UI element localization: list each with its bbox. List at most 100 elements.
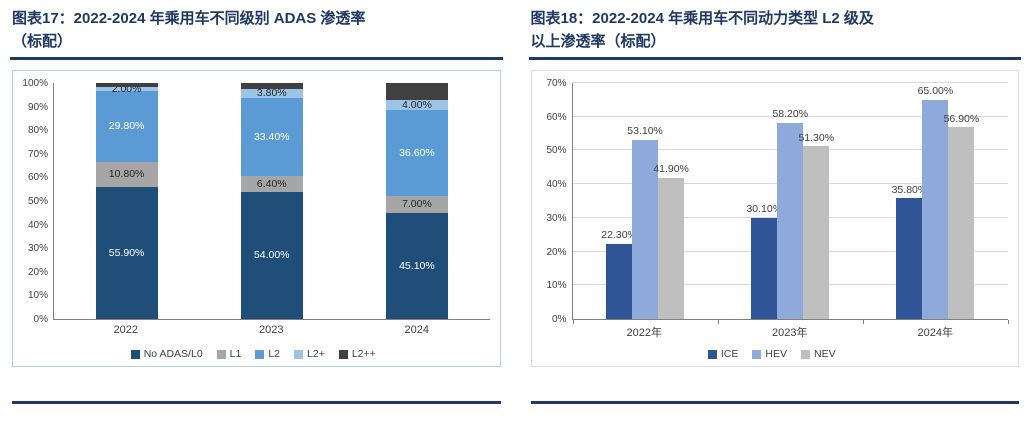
- y-axis-labels: 0% 10% 20% 30% 40% 50% 60% 70%: [536, 78, 572, 325]
- legend-label: NEV: [814, 348, 836, 360]
- gridline: [572, 82, 1008, 83]
- x-tick-label: 2022年: [626, 327, 662, 339]
- data-label: 33.40%: [253, 130, 290, 143]
- legend-item: NEV: [801, 348, 836, 360]
- y-tick-label: 10%: [546, 280, 567, 292]
- chart-legend: ICE HEV NEV: [536, 348, 1009, 360]
- x-axis-labels: 2022 2023 2024: [53, 320, 490, 340]
- figure-18-title: 图表18：2022-2024 年乘用车不同动力类型 L2 级及 以上渗透率（标配…: [528, 8, 1021, 60]
- data-label: 45.10%: [399, 259, 435, 272]
- legend-label: L2: [268, 348, 281, 360]
- y-tick-label: 40%: [27, 219, 48, 231]
- legend-item: L1: [216, 348, 242, 360]
- data-label: 65.00%: [917, 85, 954, 98]
- panel-bottom-rule: [12, 401, 501, 404]
- data-label: 51.30%: [798, 131, 835, 144]
- data-label: 55.90%: [108, 246, 145, 259]
- legend-label: L1: [229, 348, 242, 360]
- data-label: 56.90%: [943, 112, 980, 125]
- bar-segment: [240, 83, 303, 89]
- legend-swatch: [801, 349, 810, 359]
- figure-18-title-line2: 以上渗透率（标配）: [530, 32, 666, 50]
- legend-item: ICE: [707, 348, 739, 360]
- x-tick-label: 2024年: [917, 327, 953, 339]
- y-tick-label: 70%: [546, 78, 567, 89]
- legend-label: ICE: [720, 348, 739, 360]
- bar-segment: [385, 83, 448, 101]
- data-label: 30.10%: [746, 203, 783, 216]
- y-tick-label: 50%: [546, 145, 567, 157]
- x-tick-label: 2022: [113, 324, 138, 336]
- legend-label: L2+: [307, 348, 325, 360]
- y-tick-label: 80%: [27, 125, 48, 137]
- plot-area: 22.30% 53.10% 41.90% 30.10% 58.20% 51.30% 35.8…: [571, 82, 1009, 324]
- x-tick-label: 2023年: [772, 327, 808, 339]
- x-tick-label: 2024: [404, 324, 429, 336]
- legend-swatch: [338, 349, 348, 359]
- bar-segment: 54.00%: [240, 191, 303, 319]
- data-label: 22.30%: [601, 229, 637, 242]
- stacked-bar: 45.10% 7.00% 36.60% 4.00%: [385, 83, 448, 319]
- figure-17-title: 图表17：2022-2024 年乘用车不同级别 ADAS 渗透率 （标配）: [10, 8, 503, 60]
- data-label: 41.90%: [653, 163, 689, 176]
- data-label: 6.40%: [256, 177, 287, 190]
- y-tick-label: 90%: [27, 101, 48, 113]
- data-label: 58.20%: [772, 108, 809, 121]
- legend-item: L2++: [338, 348, 376, 360]
- figure-18-panel: 图表18：2022-2024 年乘用车不同动力类型 L2 级及 以上渗透率（标配…: [528, 8, 1021, 420]
- bar-segment: 4.00%: [385, 98, 448, 111]
- stacked-bar: 55.90% 10.80% 29.80% 2.00%: [95, 83, 158, 319]
- y-tick-label: 100%: [22, 78, 48, 89]
- legend-item: No ADAS/L0: [130, 348, 203, 360]
- legend-item: L2: [255, 348, 280, 360]
- gridline: [572, 115, 1008, 117]
- chart-body: 0% 10% 20% 30% 40% 50% 60% 70% 22.30% 53.10% 41.9…: [536, 78, 1009, 325]
- data-label: 29.80%: [108, 120, 145, 133]
- y-tick-label: 30%: [27, 243, 48, 255]
- x-axis-tick-mark: [862, 320, 864, 324]
- bar-segment: 2.00%: [95, 84, 158, 94]
- bar: [922, 99, 949, 319]
- figure-17-title-line1: 图表17：2022-2024 年乘用车不同级别 ADAS 渗透率: [12, 10, 366, 27]
- bar-segment: 33.40%: [240, 97, 303, 177]
- bar-segment: 3.80%: [240, 86, 303, 99]
- y-tick-label: 0%: [33, 314, 48, 325]
- legend-label: HEV: [765, 348, 787, 360]
- bar-segment: 29.80%: [95, 91, 158, 162]
- chart-legend: No ADAS/L0 L1 L2 L2+ L2++: [17, 348, 490, 360]
- data-label: 53.10%: [627, 125, 663, 138]
- bar-segment: 45.10%: [385, 212, 448, 319]
- bar: [658, 177, 685, 319]
- data-label: 7.00%: [402, 198, 432, 211]
- legend-swatch: [130, 349, 140, 359]
- legend-swatch: [255, 349, 265, 359]
- bar-segment: 55.90%: [95, 187, 158, 319]
- y-tick-label: 60%: [546, 111, 567, 123]
- plot-area: 55.90% 10.80% 29.80% 2.00% 54.00% 6.40% 33.40%…: [53, 83, 490, 320]
- x-axis-labels: 2022年 2023年 2024年: [572, 320, 1009, 340]
- bar-segment: 7.00%: [385, 196, 448, 213]
- y-tick-label: 20%: [546, 246, 567, 258]
- legend-swatch: [752, 349, 762, 359]
- legend-swatch: [294, 349, 304, 359]
- panel-bottom-rule: [530, 401, 1019, 404]
- bar: [803, 146, 830, 319]
- data-label: 3.80%: [256, 86, 287, 99]
- x-tick-label: 2023: [259, 324, 284, 336]
- data-label: 35.80%: [891, 183, 928, 196]
- data-label: 54.00%: [253, 249, 290, 262]
- y-tick-label: 0%: [552, 314, 567, 325]
- stacked-bar: 54.00% 6.40% 33.40% 3.80%: [240, 83, 303, 319]
- legend-label: No ADAS/L0: [143, 348, 203, 360]
- y-tick-label: 10%: [27, 290, 48, 302]
- figure-18-title-line1: 图表18：2022-2024 年乘用车不同动力类型 L2 级及: [530, 10, 874, 27]
- bar: [777, 122, 804, 319]
- legend-swatch: [216, 349, 226, 359]
- legend-item: HEV: [752, 348, 787, 360]
- legend-item: L2+: [294, 348, 325, 360]
- y-tick-label: 40%: [546, 179, 567, 191]
- data-label: 4.00%: [402, 98, 432, 111]
- figure-17-title-line2: （标配）: [12, 32, 73, 50]
- bar-segment: 10.80%: [95, 161, 158, 188]
